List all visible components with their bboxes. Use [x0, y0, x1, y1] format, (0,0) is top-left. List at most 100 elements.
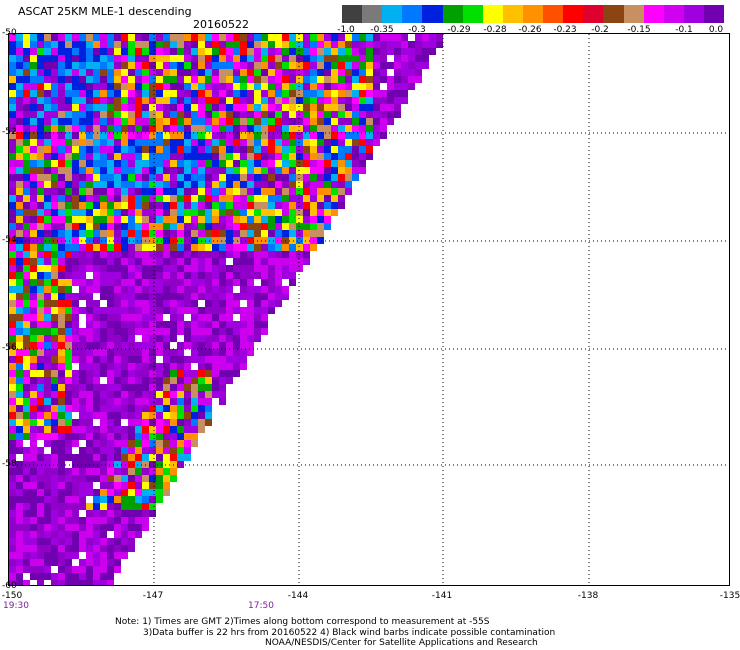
swath-cell — [79, 468, 86, 475]
swath-cell — [65, 237, 72, 244]
swath-cell — [107, 307, 114, 314]
swath-cell — [65, 419, 72, 426]
swath-cell — [163, 216, 170, 223]
color-swatch — [683, 5, 704, 23]
swath-cell — [114, 398, 121, 405]
swath-cell — [247, 69, 254, 76]
swath-cell — [198, 132, 205, 139]
swath-cell — [184, 384, 191, 391]
swath-cell — [93, 475, 100, 482]
swath-cell — [170, 34, 177, 41]
swath-cell — [163, 111, 170, 118]
swath-cell — [121, 405, 128, 412]
swath-cell — [289, 111, 296, 118]
swath-cell — [198, 349, 205, 356]
swath-cell — [142, 370, 149, 377]
swath-cell — [128, 314, 135, 321]
swath-cell — [72, 461, 79, 468]
swath-cell — [79, 384, 86, 391]
swath-cell — [121, 552, 128, 559]
swath-cell — [128, 398, 135, 405]
swath-cell — [23, 209, 30, 216]
swath-cell — [121, 160, 128, 167]
swath-cell — [51, 307, 58, 314]
swath-cell — [149, 258, 156, 265]
swath-cell — [163, 62, 170, 69]
swath-cell — [37, 48, 44, 55]
swath-cell — [149, 69, 156, 76]
swath-cell — [23, 97, 30, 104]
swath-cell — [9, 307, 16, 314]
swath-cell — [16, 538, 23, 545]
swath-cell — [142, 167, 149, 174]
swath-cell — [44, 265, 51, 272]
swath-cell — [177, 321, 184, 328]
swath-cell — [128, 209, 135, 216]
swath-cell — [429, 41, 436, 48]
swath-cell — [212, 230, 219, 237]
swath-cell — [177, 454, 184, 461]
swath-cell — [23, 573, 30, 580]
swath-map-panel[interactable] — [8, 33, 730, 586]
swath-cell — [100, 342, 107, 349]
swath-cell — [275, 209, 282, 216]
swath-cell — [191, 433, 198, 440]
swath-cell — [93, 419, 100, 426]
swath-cell — [261, 41, 268, 48]
swath-cell — [149, 76, 156, 83]
swath-cell — [86, 552, 93, 559]
swath-cell — [149, 419, 156, 426]
swath-cell — [79, 209, 86, 216]
swath-cell — [37, 90, 44, 97]
swath-cell — [394, 111, 401, 118]
swath-cell — [23, 321, 30, 328]
swath-cell — [205, 237, 212, 244]
swath-cell — [58, 195, 65, 202]
swath-cell — [282, 293, 289, 300]
swath-cell — [86, 90, 93, 97]
swath-cell — [212, 146, 219, 153]
swath-cell — [100, 545, 107, 552]
swath-cell — [128, 475, 135, 482]
swath-cell — [205, 377, 212, 384]
swath-cell — [198, 307, 205, 314]
swath-cell — [16, 370, 23, 377]
swath-cell — [275, 146, 282, 153]
swath-cell — [149, 468, 156, 475]
swath-cell — [9, 517, 16, 524]
swath-cell — [149, 48, 156, 55]
swath-cell — [163, 286, 170, 293]
swath-cell — [86, 370, 93, 377]
swath-cell — [163, 167, 170, 174]
swath-cell — [100, 125, 107, 132]
swath-cell — [191, 328, 198, 335]
swath-cell — [212, 307, 219, 314]
swath-cell — [198, 139, 205, 146]
swath-cell — [408, 69, 415, 76]
swath-cell — [233, 265, 240, 272]
swath-cell — [121, 426, 128, 433]
swath-cell — [93, 447, 100, 454]
swath-cell — [219, 104, 226, 111]
swath-cell — [51, 398, 58, 405]
swath-cell — [79, 153, 86, 160]
swath-cell — [79, 146, 86, 153]
swath-cell — [100, 447, 107, 454]
swath-cell — [317, 237, 324, 244]
swath-cell — [191, 363, 198, 370]
swath-cell — [296, 216, 303, 223]
swath-cell — [58, 370, 65, 377]
swath-cell — [100, 69, 107, 76]
swath-cell — [324, 55, 331, 62]
swath-cell — [23, 580, 30, 585]
swath-cell — [289, 209, 296, 216]
swath-cell — [79, 405, 86, 412]
swath-cell — [156, 370, 163, 377]
swath-cell — [65, 202, 72, 209]
swath-cell — [114, 433, 121, 440]
swath-cell — [177, 244, 184, 251]
swath-cell — [114, 524, 121, 531]
swath-cell — [282, 69, 289, 76]
swath-cell — [100, 286, 107, 293]
swath-cell — [240, 34, 247, 41]
